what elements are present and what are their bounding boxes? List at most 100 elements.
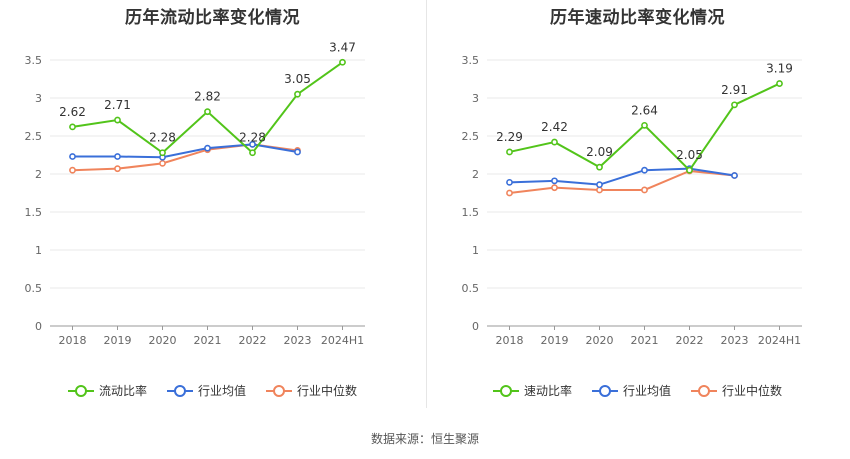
data-label: 2.82 (194, 90, 221, 104)
legend-marker-icon (591, 384, 618, 398)
legend-item[interactable]: 行业中位数 (691, 382, 782, 399)
legend-item[interactable]: 流动比率 (67, 382, 147, 399)
data-point (506, 148, 513, 156)
data-label: 2.05 (676, 148, 703, 162)
y-tick-label: 0 (472, 320, 479, 333)
legend-marker-icon (67, 384, 94, 398)
data-label: 2.09 (586, 145, 613, 159)
x-tick-label: 2018 (59, 334, 87, 347)
x-tick-label: 2023 (284, 334, 312, 347)
data-label: 2.91 (721, 83, 748, 97)
legend-label: 行业中位数 (722, 384, 783, 398)
y-tick-label: 0.5 (462, 282, 480, 295)
legend-marker-icon (492, 384, 519, 398)
data-point (596, 163, 603, 171)
data-label: 2.71 (104, 98, 131, 112)
chart-title: 历年流动比率变化情况 (125, 8, 300, 28)
y-tick-label: 1 (35, 244, 42, 257)
legend-label: 行业均值 (197, 384, 246, 398)
x-tick-label: 2019 (541, 334, 569, 347)
data-point (641, 121, 648, 129)
legend-marker-icon (691, 384, 717, 398)
legend-label: 行业均值 (622, 384, 671, 398)
y-tick-label: 2 (472, 168, 479, 181)
data-point (159, 149, 166, 157)
data-point (204, 144, 211, 152)
data-point (114, 116, 121, 124)
data-point (596, 186, 603, 194)
y-tick-label: 2.5 (462, 130, 480, 143)
chart-legend: 流动比率 行业均值 行业中位数 (0, 382, 425, 399)
quick-ratio-chart: 历年速动比率变化情况 0 0.5 1 1.5 2 2.5 3 3.5 2018 2019 2020 2… (425, 0, 850, 420)
y-tick-label: 2.5 (25, 130, 43, 143)
legend-ring (74, 384, 87, 397)
legend-item[interactable]: 行业均值 (166, 382, 246, 399)
data-label: 3.05 (284, 72, 311, 86)
legend-item[interactable]: 行业均值 (591, 382, 671, 399)
legend-ring (698, 384, 710, 397)
data-label: 3.47 (329, 40, 356, 54)
data-label: 2.62 (59, 105, 86, 119)
x-tick-label: 2021 (631, 334, 659, 347)
chart-legend: 速动比率 行业均值 行业中位数 (425, 382, 850, 399)
data-point (506, 178, 513, 186)
legend-ring (499, 384, 512, 397)
data-point (69, 153, 76, 160)
data-point (249, 140, 256, 148)
data-point (506, 189, 513, 197)
chart-title: 历年速动比率变化情况 (550, 8, 725, 28)
data-point (69, 166, 76, 174)
data-point (686, 166, 693, 174)
series-line (509, 167, 735, 186)
y-tick-label: 3 (472, 92, 479, 105)
x-tick-label: 2018 (496, 334, 524, 347)
panel-divider (426, 0, 427, 408)
y-tick-label: 3 (35, 92, 42, 105)
x-tick-label: 2024H1 (321, 334, 364, 347)
y-tick-label: 1.5 (462, 206, 480, 219)
data-label: 2.29 (496, 130, 523, 144)
data-point (69, 123, 76, 131)
data-label: 2.64 (631, 103, 658, 117)
legend-item[interactable]: 速动比率 (492, 382, 572, 399)
data-point (159, 159, 166, 167)
data-point (551, 138, 558, 146)
x-tick-label: 2022 (676, 334, 704, 347)
x-tick-label: 2020 (149, 334, 177, 347)
legend-label: 流动比率 (98, 384, 147, 398)
data-label: 2.28 (239, 131, 266, 145)
legend-marker-icon (266, 384, 292, 398)
legend-label: 速动比率 (523, 384, 572, 398)
y-tick-label: 0 (35, 320, 42, 333)
data-point (641, 166, 648, 174)
series-line (509, 169, 735, 194)
data-point (294, 90, 301, 98)
chart-plot: 0 0.5 1 1.5 2 2.5 3 3.5 2018 2019 2020 2021 2022 2023… (25, 40, 365, 347)
data-point (731, 172, 738, 179)
data-point (596, 181, 603, 189)
legend-marker-icon (166, 384, 193, 398)
data-point (551, 177, 558, 185)
data-point (294, 148, 301, 156)
data-point (641, 186, 648, 194)
x-tick-label: 2021 (194, 334, 222, 347)
legend-ring (273, 384, 285, 397)
data-label: 3.19 (766, 62, 793, 76)
x-tick-label: 2022 (239, 334, 267, 347)
data-point (551, 184, 558, 192)
data-point (339, 58, 346, 66)
data-point (249, 149, 256, 157)
y-tick-label: 2 (35, 168, 42, 181)
legend-ring (598, 384, 611, 397)
y-tick-label: 0.5 (25, 282, 43, 295)
data-point (776, 80, 783, 87)
x-tick-label: 2023 (721, 334, 749, 347)
y-tick-label: 1.5 (25, 206, 43, 219)
x-tick-label: 2020 (586, 334, 614, 347)
data-point (114, 153, 121, 160)
data-source-note: 数据来源：恒生聚源 (370, 432, 479, 446)
legend-label: 行业中位数 (297, 384, 358, 398)
legend-item[interactable]: 行业中位数 (266, 382, 357, 399)
legend-ring (173, 384, 186, 397)
y-tick-label: 3.5 (462, 54, 480, 67)
